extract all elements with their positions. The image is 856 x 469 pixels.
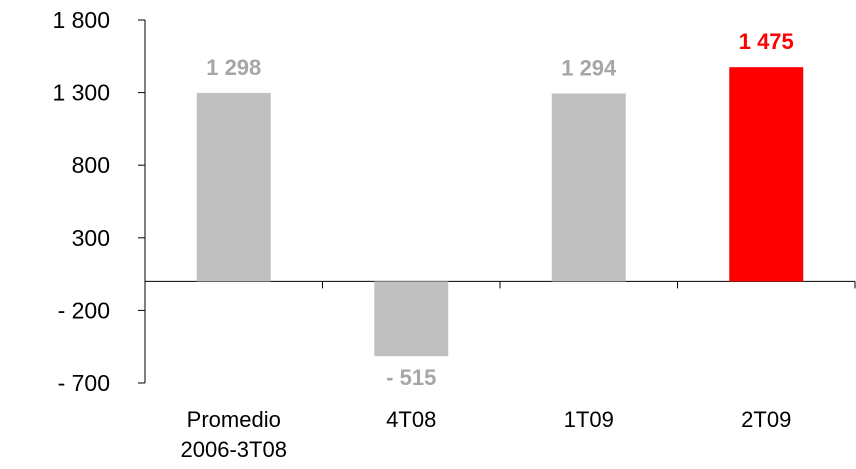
y-tick-label: - 200 [58, 297, 110, 323]
x-category-label: Promedio [187, 407, 281, 432]
bar [729, 67, 804, 282]
y-tick-label: 1 300 [52, 80, 110, 106]
x-category-label: 2T09 [741, 407, 791, 432]
bar [374, 281, 449, 357]
bar [196, 92, 271, 282]
data-label: 1 294 [561, 55, 617, 80]
data-label: 1 298 [206, 55, 261, 80]
axes: 1 800 1 300 800 300 - 200 - 700 [52, 7, 856, 396]
y-tick-label: 300 [72, 225, 110, 251]
x-category-label: 2006-3T08 [181, 437, 287, 462]
data-label: - 515 [386, 365, 436, 390]
y-tick-label: 800 [72, 152, 110, 178]
y-tick-label: - 700 [58, 370, 110, 396]
y-tick-label: 1 800 [52, 7, 110, 33]
bar [551, 93, 626, 282]
labels: 1 298 Promedio 2006-3T08 - 515 4T08 1 294 1T09… [181, 29, 794, 462]
x-category-label: 4T08 [386, 407, 436, 432]
data-label: 1 475 [739, 29, 794, 54]
bars [196, 67, 804, 357]
x-category-label: 1T09 [564, 407, 614, 432]
